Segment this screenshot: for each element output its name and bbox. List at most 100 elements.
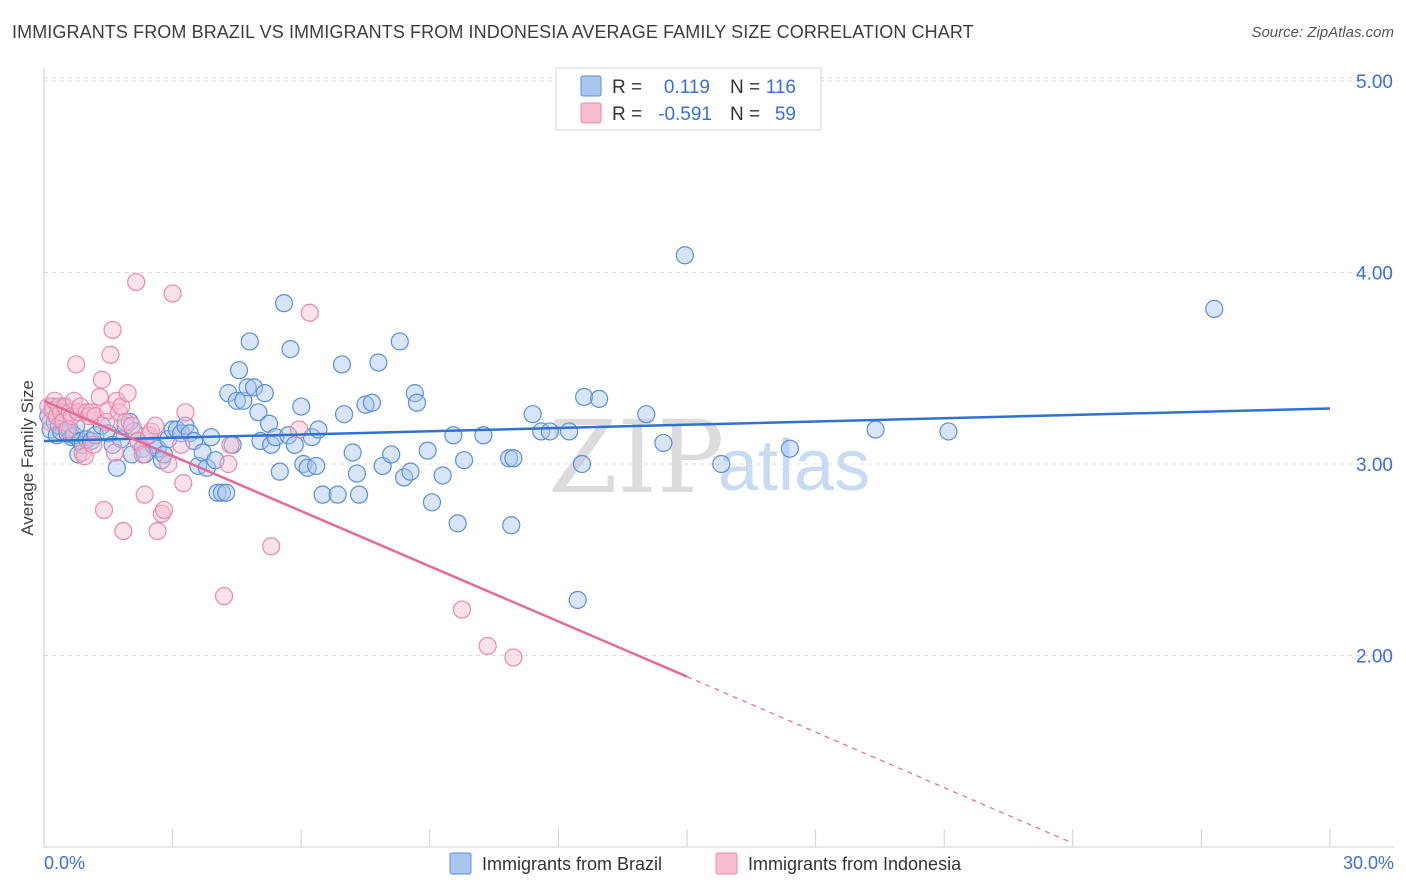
legend-indonesia-n-label: N = (730, 104, 760, 125)
point-indonesia (300, 303, 319, 322)
point-brazil (270, 462, 289, 481)
point-brazil (418, 441, 437, 460)
point-brazil (274, 294, 294, 313)
point-indonesia (135, 485, 154, 504)
series-legend: Immigrants from Brazil Immigrants from I… (449, 852, 962, 875)
point-indonesia (103, 320, 122, 340)
point-brazil (369, 353, 388, 372)
point-brazil (362, 393, 382, 412)
point-brazil (637, 405, 656, 424)
source-label: Source: ZipAtlas.com (1251, 24, 1394, 41)
legend-indonesia-r-label: R = (612, 104, 642, 125)
point-brazil (234, 391, 253, 410)
point-brazil (780, 439, 799, 458)
legend-brazil-n-value: 116 (766, 77, 796, 98)
point-indonesia (122, 416, 141, 435)
point-brazil (590, 389, 609, 408)
bottom-legend-swatch-indonesia (715, 852, 738, 875)
point-brazil (334, 405, 354, 424)
y-tick-label: 5.00 (1356, 72, 1393, 93)
point-brazil (212, 483, 231, 502)
point-brazil (866, 420, 885, 439)
point-indonesia (504, 648, 523, 667)
trend-line-indonesia-extension (686, 676, 1074, 844)
bottom-legend-swatch-brazil (449, 852, 472, 875)
legend-indonesia-n-value: 59 (775, 104, 796, 125)
legend-brazil-r-value: 0.119 (664, 77, 710, 98)
point-indonesia (176, 403, 195, 422)
point-indonesia (214, 587, 234, 606)
point-brazil (292, 397, 311, 416)
point-brazil (568, 590, 587, 610)
point-brazil (390, 332, 409, 351)
point-brazil (229, 361, 249, 380)
point-brazil (572, 454, 592, 474)
point-brazil (313, 485, 332, 504)
y-tick-label: 4.00 (1356, 264, 1393, 285)
trend-line-brazil (43, 407, 1331, 443)
point-brazil (255, 384, 274, 403)
point-indonesia (478, 636, 497, 656)
point-brazil (500, 449, 519, 468)
bottom-legend-indonesia: Immigrants from Indonesia (748, 854, 962, 874)
point-brazil (240, 332, 259, 351)
point-brazil (347, 464, 367, 483)
point-indonesia (67, 355, 86, 374)
point-indonesia (174, 474, 193, 493)
point-indonesia (159, 454, 178, 474)
point-brazil (433, 466, 452, 485)
point-indonesia (92, 370, 111, 389)
legend-swatch-brazil (580, 75, 602, 97)
point-brazil (939, 422, 958, 441)
point-indonesia (101, 345, 120, 364)
point-brazil (332, 355, 352, 374)
point-brazil (448, 514, 467, 533)
point-brazil (107, 458, 126, 477)
legend-brazil-r-label: R = (612, 77, 642, 98)
point-brazil (309, 420, 328, 439)
y-tick-label: 3.00 (1356, 455, 1393, 476)
point-brazil (654, 433, 673, 453)
point-brazil (422, 493, 442, 512)
legend-swatch-indonesia (580, 102, 602, 124)
point-brazil (349, 485, 369, 504)
point-indonesia (133, 445, 152, 464)
point-brazil (712, 454, 731, 474)
point-brazil (401, 462, 420, 481)
point-indonesia (154, 500, 174, 520)
point-brazil (575, 387, 594, 407)
point-brazil (675, 246, 694, 265)
point-brazil (523, 405, 542, 424)
point-brazil (382, 445, 401, 464)
point-indonesia (146, 416, 165, 435)
point-brazil (407, 393, 427, 412)
point-indonesia (105, 443, 124, 462)
y-axis-title: Average Family Size (18, 380, 37, 536)
legend-indonesia-r-value: -0.591 (658, 104, 712, 125)
point-brazil (249, 403, 268, 422)
x-tick-label-max: 30.0% (1343, 853, 1394, 873)
watermark-zip: ZIP (548, 399, 724, 516)
point-indonesia (94, 500, 114, 520)
correlation-legend: R = 0.119 N = 116 R = -0.591 N = 59 (555, 67, 822, 131)
point-brazil (454, 451, 474, 470)
y-tick-labels: 2.00 3.00 4.00 5.00 (1356, 72, 1393, 668)
point-brazil (356, 395, 375, 414)
point-indonesia (219, 454, 238, 474)
point-indonesia (127, 272, 146, 292)
point-indonesia (163, 284, 182, 303)
point-brazil (281, 340, 300, 359)
point-brazil (238, 378, 257, 397)
trend-lines (43, 399, 1331, 844)
point-brazil (502, 516, 521, 535)
point-indonesia (221, 435, 240, 454)
point-brazil (1205, 299, 1224, 318)
point-indonesia (114, 521, 133, 541)
x-tick-marks (172, 829, 1331, 847)
point-brazil (560, 422, 579, 441)
point-indonesia (262, 537, 281, 556)
point-brazil (285, 435, 304, 454)
legend-brazil-n-label: N = (730, 77, 760, 98)
point-brazil (217, 483, 236, 502)
